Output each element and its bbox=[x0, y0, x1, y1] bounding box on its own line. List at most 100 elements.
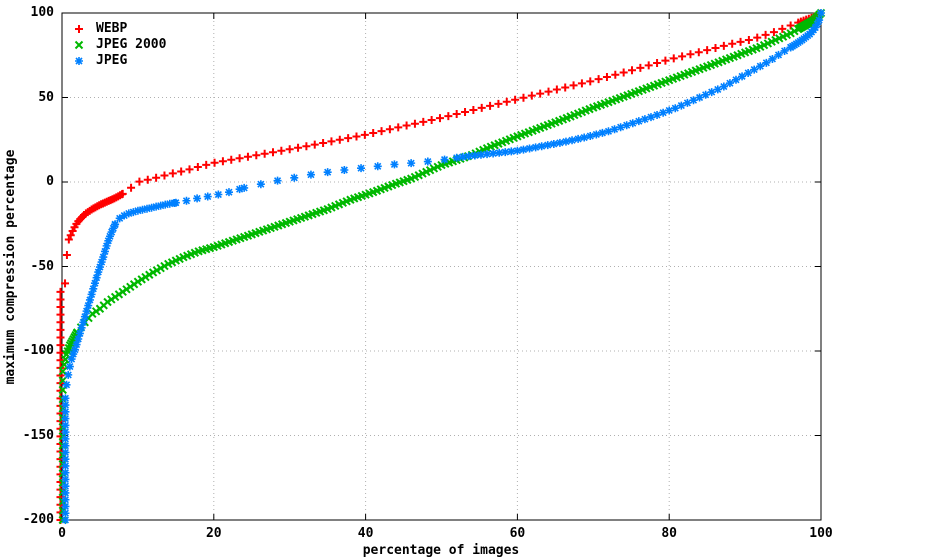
legend-cross-icon bbox=[74, 40, 84, 50]
series-webp-marker bbox=[56, 341, 65, 350]
series-webp-marker bbox=[377, 127, 386, 136]
series-webp-marker bbox=[243, 152, 252, 161]
series-jpeg-marker bbox=[61, 509, 70, 518]
series-jpeg-marker bbox=[768, 54, 777, 63]
series-jpeg-marker bbox=[165, 199, 174, 208]
series-webp-marker bbox=[394, 123, 403, 132]
series-jpeg-marker bbox=[815, 16, 824, 25]
series-jpeg-marker bbox=[731, 75, 740, 84]
series-jpeg-marker bbox=[100, 247, 109, 256]
series-jpeg-marker bbox=[65, 362, 74, 371]
series-webp-marker bbox=[678, 52, 687, 61]
series-webp-marker bbox=[636, 63, 645, 72]
series-jpeg-marker bbox=[719, 82, 728, 91]
series-jpeg-marker bbox=[61, 401, 70, 410]
series-jpeg-marker bbox=[774, 50, 783, 59]
series-jpeg-marker bbox=[80, 312, 89, 321]
series-webp-marker bbox=[611, 70, 620, 79]
series-jpeg-marker bbox=[665, 106, 674, 115]
series-webp-marker bbox=[728, 39, 737, 48]
series-webp-marker bbox=[719, 41, 728, 50]
series-jpeg-marker bbox=[811, 23, 820, 32]
series-webp-marker bbox=[277, 146, 286, 155]
series-jpeg-marker bbox=[64, 370, 73, 379]
series-jpeg-marker bbox=[133, 206, 142, 215]
series-webp-marker bbox=[661, 56, 670, 65]
series-webp-marker bbox=[486, 101, 495, 110]
series-jpeg-marker bbox=[161, 200, 170, 209]
series-webp-marker bbox=[711, 44, 720, 53]
series-jpeg-marker bbox=[67, 355, 76, 364]
series-jpeg-marker bbox=[89, 284, 98, 293]
series-jpeg-marker bbox=[109, 224, 118, 233]
series-jpeg-marker bbox=[72, 340, 81, 349]
series-jpeg-marker bbox=[707, 88, 716, 97]
series-jpeg-marker bbox=[357, 164, 366, 173]
series-webp-marker bbox=[269, 148, 278, 157]
series-webp-marker bbox=[252, 151, 261, 160]
series-jpeg-marker bbox=[224, 188, 233, 197]
series-jpeg-2000-marker bbox=[58, 385, 67, 395]
series-jpeg-marker bbox=[75, 329, 84, 338]
series-webp-marker bbox=[56, 356, 65, 365]
series-webp-marker bbox=[644, 61, 653, 70]
series-jpeg-2000-marker bbox=[145, 270, 154, 279]
series-jpeg-marker bbox=[640, 115, 649, 124]
series-jpeg-marker bbox=[152, 202, 161, 211]
series-webp-marker bbox=[369, 128, 378, 137]
series-jpeg-marker bbox=[273, 176, 282, 185]
x-tick-label: 0 bbox=[58, 526, 66, 541]
x-tick-label: 40 bbox=[357, 526, 374, 541]
series-webp-marker bbox=[360, 130, 369, 139]
series-webp-marker bbox=[435, 114, 444, 123]
series-jpeg-marker bbox=[574, 134, 583, 143]
series-jpeg-marker bbox=[470, 151, 479, 160]
series-jpeg-marker bbox=[95, 263, 104, 272]
series-jpeg-marker bbox=[531, 143, 540, 152]
series-jpeg-marker bbox=[458, 152, 467, 161]
series-webp-marker bbox=[511, 95, 520, 104]
series-jpeg-marker bbox=[79, 318, 88, 327]
y-tick-label: -150 bbox=[22, 427, 54, 443]
series-jpeg-marker bbox=[677, 101, 686, 110]
series-webp-marker bbox=[410, 119, 419, 128]
series-jpeg-marker bbox=[464, 152, 473, 161]
series-jpeg-marker bbox=[62, 380, 71, 389]
legend-plus-icon bbox=[75, 25, 83, 33]
series-webp-marker bbox=[294, 143, 303, 152]
series-jpeg-marker bbox=[689, 96, 698, 105]
series-jpeg-marker bbox=[143, 204, 152, 213]
series-webp-marker bbox=[469, 105, 478, 114]
series-jpeg-marker bbox=[92, 273, 101, 282]
series-jpeg-marker bbox=[306, 170, 315, 179]
series-jpeg-marker bbox=[598, 128, 607, 137]
series-jpeg-marker bbox=[82, 307, 91, 316]
series-jpeg-marker bbox=[105, 232, 114, 241]
series-jpeg-marker bbox=[610, 125, 619, 134]
series-webp-marker bbox=[160, 171, 169, 180]
series-webp-marker bbox=[210, 158, 219, 167]
series-jpeg-marker bbox=[120, 211, 129, 220]
series-jpeg-marker bbox=[525, 144, 534, 153]
series-webp-marker bbox=[344, 134, 353, 143]
series-jpeg-2000-marker bbox=[141, 272, 150, 282]
series-jpeg-marker bbox=[61, 461, 70, 470]
series-webp-marker bbox=[527, 91, 536, 100]
series-jpeg-marker bbox=[61, 428, 70, 437]
series-jpeg-marker bbox=[61, 475, 70, 484]
series-jpeg-marker bbox=[701, 90, 710, 99]
series-webp-marker bbox=[561, 83, 570, 92]
series-webp-marker bbox=[536, 89, 545, 98]
series-jpeg-marker bbox=[671, 104, 680, 113]
series-jpeg-marker bbox=[138, 205, 147, 214]
series-jpeg-marker bbox=[407, 159, 416, 168]
series-jpeg-marker bbox=[483, 150, 492, 159]
series-webp-marker bbox=[352, 132, 361, 141]
series-jpeg-marker bbox=[549, 139, 558, 148]
series-webp-marker bbox=[185, 165, 194, 174]
series-jpeg-marker bbox=[653, 110, 662, 119]
series-webp-marker bbox=[327, 137, 336, 146]
series-webp-marker bbox=[461, 108, 470, 117]
series-jpeg-marker bbox=[817, 9, 825, 17]
